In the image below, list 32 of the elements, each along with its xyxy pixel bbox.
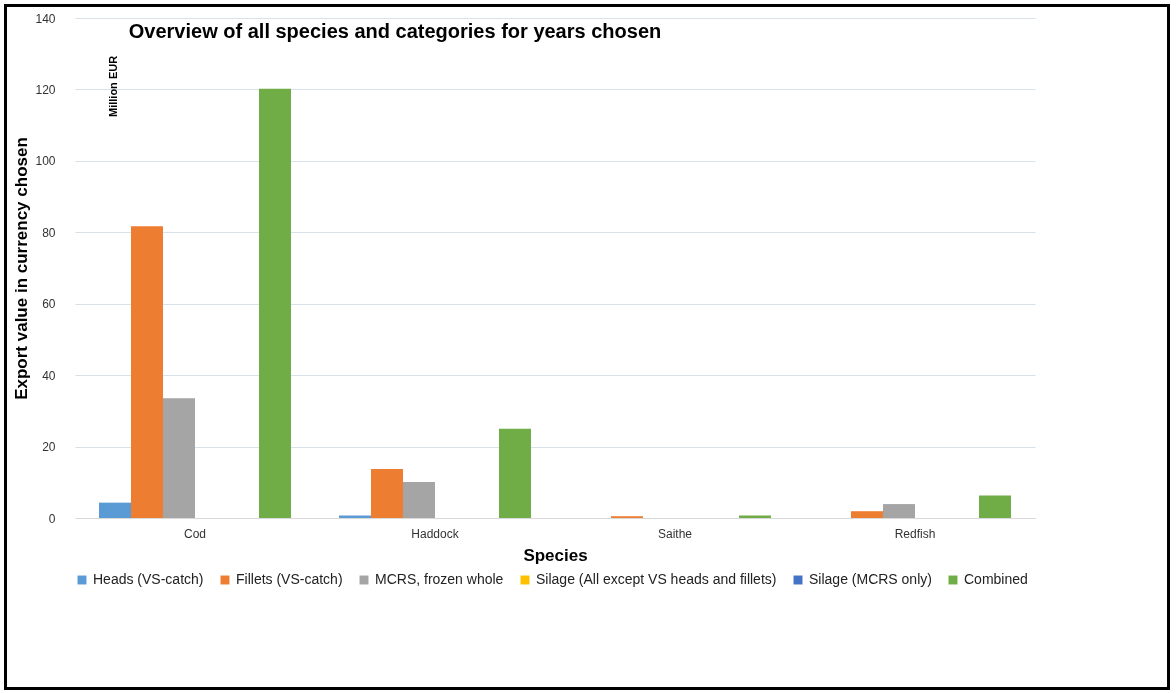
bar	[163, 398, 195, 518]
y-tick-label: 60	[42, 297, 56, 312]
x-tick-label: Haddock	[411, 526, 460, 541]
legend-label: Fillets (VS-catch)	[236, 571, 343, 587]
annotation: Million EUR	[107, 55, 119, 117]
y-tick-label: 40	[42, 368, 56, 383]
y-tick-label: 20	[42, 440, 56, 455]
x-axis-title: Species	[523, 545, 588, 565]
bar	[131, 226, 163, 518]
y-tick-label: 120	[35, 82, 56, 97]
y-tick-label: 80	[42, 225, 56, 240]
x-tick-label: Redfish	[894, 526, 936, 541]
legend-label: MCRS, frozen whole	[375, 571, 504, 587]
bar	[499, 428, 531, 518]
y-tick-label: 100	[35, 154, 56, 169]
legend-label: Combined	[964, 571, 1028, 587]
y-tick-label: 140	[35, 11, 56, 26]
legend-label: Silage (MCRS only)	[809, 571, 932, 587]
bar	[259, 88, 291, 518]
bar	[371, 469, 403, 518]
bar	[403, 481, 435, 518]
legend-label: Silage (All except VS heads and fillets)	[536, 571, 777, 587]
x-tick-label: Saithe	[657, 526, 693, 541]
bar	[99, 502, 131, 518]
bar	[851, 511, 883, 518]
x-tick-label: Cod	[183, 526, 207, 541]
y-tick-label: 0	[48, 511, 56, 526]
chart-title: Overview of all species and categories for years chosen	[128, 20, 662, 42]
legend-label: Heads (VS-catch)	[93, 571, 204, 587]
bar	[883, 504, 915, 518]
bar	[979, 495, 1011, 518]
y-axis-title: Export value in currency chosen	[12, 137, 32, 400]
